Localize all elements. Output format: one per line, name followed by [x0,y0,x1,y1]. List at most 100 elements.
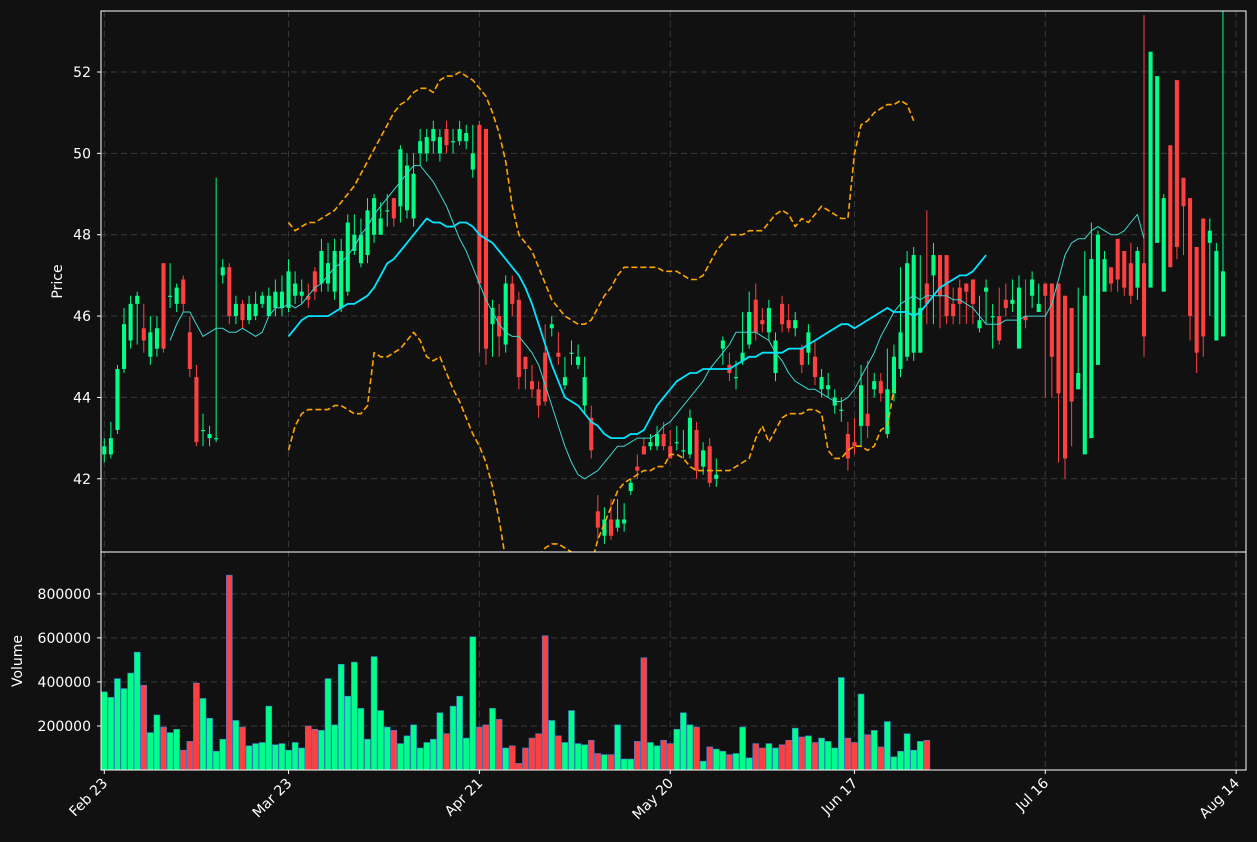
candle [325,242,331,292]
candle-body [477,124,482,284]
volume-bar [252,743,259,770]
candle-body [214,438,219,440]
candle [352,214,357,256]
candle-body [1155,76,1160,243]
candle-body [1220,271,1226,337]
candle [720,336,725,365]
candle-body [714,474,719,479]
volume-bar [258,742,266,770]
volume-bar [462,737,470,770]
candle [1148,51,1153,288]
candle [431,120,436,154]
candle [1168,145,1173,268]
candle-body [780,303,785,325]
candle [470,124,475,178]
candle [628,478,633,496]
candle [859,364,864,447]
candle-body [378,218,383,235]
candle-body [108,438,113,455]
candle [727,352,732,382]
candle [997,287,1002,345]
candle-body [200,429,206,432]
candle [1220,11,1226,337]
candle [924,210,929,325]
candle-body [1128,263,1133,296]
volume-bar [397,743,404,770]
candle-body [1102,259,1107,292]
candle-body [497,316,502,337]
volume-bar [844,737,852,770]
candle-body [464,133,469,142]
candle [543,324,548,406]
candle-body [1174,80,1179,247]
candle-body [970,279,975,304]
candle-body [431,128,436,142]
candle-body [733,377,739,379]
volume-bar [436,712,444,770]
volume-bar [719,750,727,770]
volume-bar [620,758,628,770]
candle-body [661,434,666,447]
candle-body [194,377,199,443]
volume-bar [515,763,523,770]
volume-bar [430,738,437,770]
candle-body [398,149,403,207]
candle [674,425,679,451]
candle-body [799,348,804,365]
candle [220,259,225,284]
volume-bar [173,728,180,770]
candle [1207,218,1212,317]
candle-body [984,287,989,292]
volume-bar [805,735,812,770]
price-tick-label: 48 [73,228,91,244]
volume-bar [673,728,681,770]
volume-bar [285,749,292,770]
volume-bar [864,734,871,770]
candle [562,356,567,390]
candle-body [556,352,561,357]
volume-bar [811,742,819,770]
x-tick-label: Jul 16 [1012,775,1052,815]
volume-axis-label: Volume [10,635,26,687]
candle [115,364,120,435]
candle [740,312,745,365]
volume-bar [265,705,273,770]
volume-bar [640,657,648,770]
upper-band-line [287,71,915,325]
candle-body [457,128,462,142]
candle-body [576,356,581,365]
volume-bar [548,720,556,770]
volume-bar [311,728,319,770]
candle [378,202,383,235]
candle-body [1010,299,1015,304]
candle [852,417,857,455]
volume-bar [732,753,740,770]
volume-bar [660,739,667,770]
candle-body [1214,250,1219,341]
volume-bar [739,726,746,770]
candle-body [1188,198,1193,317]
volume-bar [101,691,108,770]
candle-body [1115,238,1120,280]
candle-body [102,446,107,455]
candle-body [845,434,850,459]
candle-body [1030,279,1035,296]
candle [556,332,561,365]
volume-bar [239,726,246,770]
candle-body [1069,307,1074,402]
volume-bar [765,743,773,770]
candle [1214,242,1219,341]
candle-body [168,295,173,297]
volume-bar [903,733,911,770]
candle-body [299,291,304,296]
candle [200,413,206,447]
candle [766,299,771,341]
candle-body [595,511,600,528]
candle-body [826,385,831,390]
candle [332,238,337,300]
volume-bar [383,726,391,770]
volume-bar [759,747,766,770]
candle-body [187,332,192,369]
